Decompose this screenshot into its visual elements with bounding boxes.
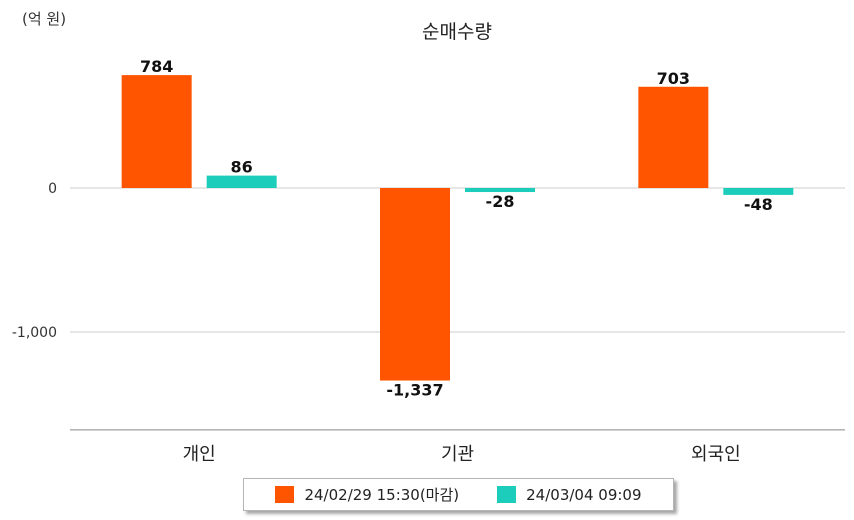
data-label: -48 bbox=[744, 195, 773, 214]
legend: 24/02/29 15:30(마감) 24/03/04 09:09 bbox=[243, 478, 674, 511]
data-label: -1,337 bbox=[386, 381, 443, 400]
y-tick-label: 0 bbox=[48, 181, 57, 197]
legend-item-series-1[interactable]: 24/02/29 15:30(마감) bbox=[275, 484, 459, 505]
x-tick-label: 기관 bbox=[441, 444, 474, 465]
legend-label-series-1: 24/02/29 15:30(마감) bbox=[304, 486, 460, 504]
legend-label-series-2: 24/03/04 09:09 bbox=[526, 485, 642, 504]
data-label: -28 bbox=[486, 192, 515, 211]
unit-label: (억 원) bbox=[22, 10, 67, 28]
data-label: 703 bbox=[657, 69, 690, 88]
y-tick-label: -1,000 bbox=[12, 325, 57, 341]
bar[interactable] bbox=[121, 75, 192, 188]
legend-swatch-series-2 bbox=[497, 486, 517, 503]
legend-item-series-2[interactable]: 24/03/04 09:09 bbox=[497, 485, 642, 504]
bar[interactable] bbox=[380, 188, 450, 381]
bar[interactable] bbox=[465, 188, 535, 193]
bar[interactable] bbox=[638, 86, 709, 188]
bar[interactable] bbox=[723, 188, 794, 195]
bar[interactable] bbox=[206, 175, 277, 188]
x-tick-label: 개인 bbox=[183, 444, 216, 465]
data-label: 784 bbox=[140, 57, 173, 76]
data-label: 86 bbox=[231, 158, 253, 177]
chart-title: 순매수량 bbox=[422, 21, 492, 43]
legend-swatch-series-1 bbox=[275, 486, 295, 503]
x-tick-label: 외국인 bbox=[691, 444, 741, 465]
